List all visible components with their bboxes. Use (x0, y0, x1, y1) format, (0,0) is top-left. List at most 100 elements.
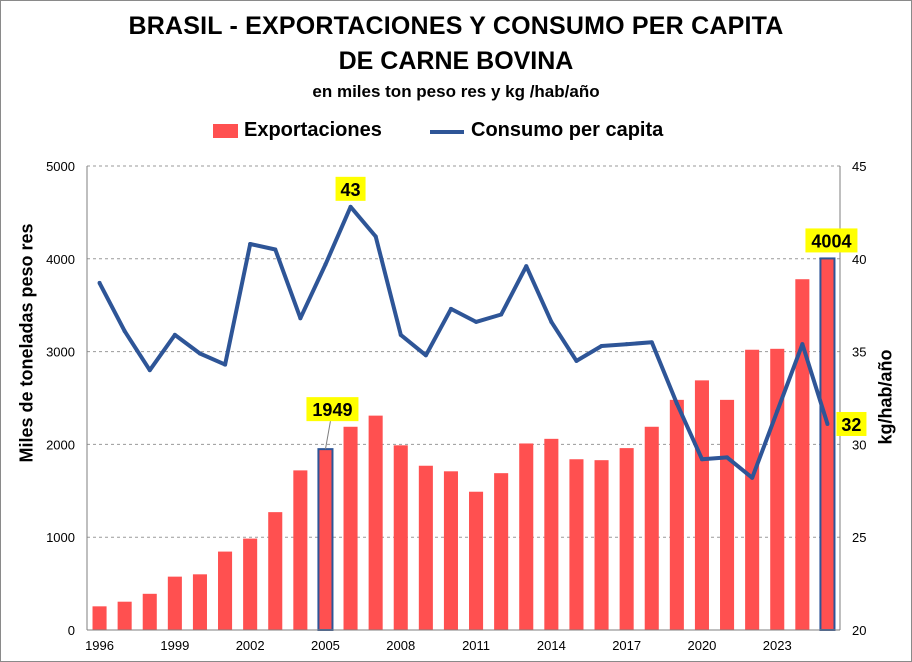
legend-swatch-consumo (430, 130, 464, 134)
point-consumo (448, 306, 453, 311)
bar-exportaciones (544, 438, 559, 630)
bar-exportaciones (494, 473, 509, 630)
x-tick-label: 2005 (311, 638, 340, 653)
y-right-tick-label: 30 (852, 437, 866, 452)
bar-exportaciones (393, 445, 408, 630)
line-consumo-per-capita (97, 204, 830, 480)
y-right-tick-label: 40 (852, 252, 866, 267)
x-tick-label: 2011 (462, 638, 490, 653)
point-consumo (649, 340, 654, 345)
y-right-tick-label: 45 (852, 159, 866, 174)
point-consumo (398, 332, 403, 337)
x-tick-label: 2014 (537, 638, 566, 653)
chart-legend: Exportaciones Consumo per capita (0, 119, 912, 144)
point-consumo (373, 234, 378, 239)
callout-label: 4004 (811, 231, 851, 251)
point-consumo (524, 264, 529, 269)
bar-exportaciones (770, 348, 785, 630)
point-consumo (423, 353, 428, 358)
callout-leader (324, 421, 331, 450)
point-consumo (800, 342, 805, 347)
bar-exportaciones (745, 349, 760, 630)
x-tick-label: 2017 (612, 638, 641, 653)
point-consumo (223, 362, 228, 367)
x-tick-label: 1999 (160, 638, 189, 653)
point-consumo (750, 475, 755, 480)
point-consumo (474, 319, 479, 324)
x-tick-label: 2002 (236, 638, 265, 653)
callout-label: 32 (841, 415, 861, 435)
y-right-tick-label: 20 (852, 623, 866, 638)
point-consumo (248, 241, 253, 246)
x-tick-label: 2023 (763, 638, 792, 653)
bar-exportaciones (619, 448, 634, 630)
bar-exportaciones (443, 471, 458, 630)
point-consumo (298, 316, 303, 321)
y-left-tick-label: 3000 (46, 345, 75, 360)
point-consumo (825, 421, 830, 426)
point-consumo (624, 342, 629, 347)
bar-exportaciones (519, 443, 534, 630)
chart-subtitle: en miles ton peso res y kg /hab/año (312, 82, 600, 101)
legend-swatch-exportaciones (213, 124, 238, 138)
chart-title-line2: DE CARNE BOVINA (338, 47, 574, 75)
y-right-tick-label: 35 (852, 345, 866, 360)
point-consumo (674, 401, 679, 406)
bar-exportaciones (720, 399, 735, 630)
bar-exportaciones (694, 380, 709, 630)
bar-exportaciones (218, 551, 233, 630)
bar-exportaciones (268, 512, 283, 630)
callout-box (805, 228, 858, 253)
y-left-tick-label: 0 (68, 623, 75, 638)
bar-exportaciones (167, 576, 182, 630)
bar-exportaciones (569, 459, 584, 630)
y-left-tick-label: 4000 (46, 252, 75, 267)
bar-exportaciones (117, 601, 132, 630)
bar-exportaciones (368, 415, 383, 630)
bar-exportaciones (192, 574, 207, 630)
bar-exportaciones (644, 426, 659, 630)
x-tick-label: 2008 (386, 638, 415, 653)
legend-label-exportaciones: Exportaciones (244, 119, 382, 141)
callout-box (306, 397, 359, 422)
point-consumo (197, 351, 202, 356)
legend-label-consumo: Consumo per capita (471, 119, 664, 141)
bar-exportaciones (795, 279, 810, 630)
point-consumo (172, 332, 177, 337)
bar-exportaciones (293, 470, 308, 630)
chart-title: BRASIL - EXPORTACIONES Y CONSUMO PER CAP… (128, 12, 784, 40)
point-consumo (574, 358, 579, 363)
callout-label: 43 (341, 180, 361, 200)
bar-exportaciones (343, 426, 358, 630)
point-consumo (725, 455, 730, 460)
point-consumo (97, 280, 102, 285)
bar-exportaciones (469, 491, 484, 630)
point-consumo (323, 262, 328, 267)
y-left-tick-label: 1000 (46, 530, 75, 545)
bar-exportaciones (819, 257, 836, 631)
point-consumo (599, 344, 604, 349)
bar-exportaciones (243, 538, 258, 630)
x-tick-label: 2020 (687, 638, 716, 653)
y-left-tick-label: 5000 (46, 159, 75, 174)
bar-exportaciones (418, 465, 433, 630)
point-consumo (273, 247, 278, 252)
bar-exportaciones (92, 606, 107, 630)
point-consumo (699, 457, 704, 462)
point-consumo (549, 319, 554, 324)
bar-exportaciones (142, 593, 157, 630)
point-consumo (122, 329, 127, 334)
point-consumo (348, 204, 353, 209)
callout-label: 1949 (312, 400, 352, 420)
bar-exportaciones (317, 448, 334, 632)
point-consumo (147, 368, 152, 373)
point-consumo (499, 312, 504, 317)
bar-exportaciones (669, 399, 684, 630)
bar-exportaciones (594, 460, 609, 630)
callout-box (836, 411, 867, 436)
x-tick-label: 1996 (85, 638, 114, 653)
point-consumo (775, 408, 780, 413)
callout-box (335, 176, 366, 201)
y-right-tick-label: 25 (852, 530, 866, 545)
